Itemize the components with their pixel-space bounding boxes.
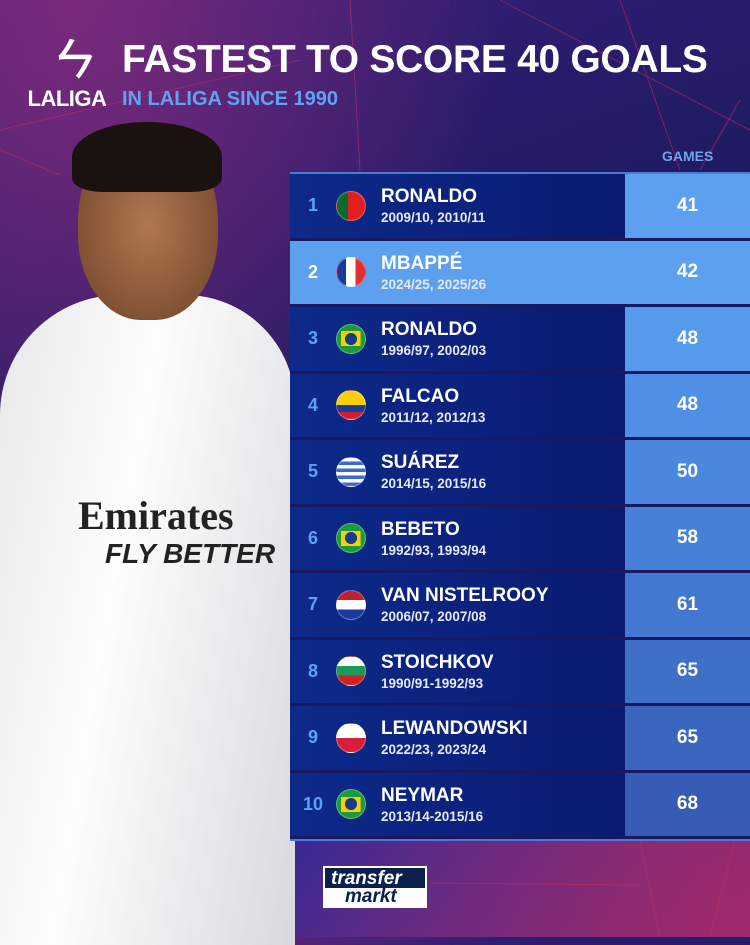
games-value: 68 bbox=[625, 772, 750, 836]
player-name: RONALDO bbox=[381, 319, 478, 341]
table-row: 7 VAN NISTELROOY 2006/07, 2007/08 61 bbox=[290, 573, 750, 640]
seasons: 1992/93, 1993/94 bbox=[381, 542, 487, 558]
player-name: STOICHKOV bbox=[381, 651, 494, 673]
player-name: VAN NISTELROOY bbox=[381, 585, 549, 607]
seasons: 2011/12, 2012/13 bbox=[381, 409, 486, 425]
table-row: 6 BEBETO 1992/93, 1993/94 58 bbox=[290, 506, 750, 573]
player-hair bbox=[72, 122, 222, 192]
rank: 10 bbox=[302, 793, 324, 814]
player-name: NEYMAR bbox=[381, 784, 464, 806]
table-row: 9 LEWANDOWSKI 2022/23, 2023/24 65 bbox=[290, 706, 750, 773]
flag-pt-icon bbox=[336, 190, 366, 221]
table-row: 10 NEYMAR 2013/14-2015/16 68 bbox=[290, 772, 750, 839]
games-value: 42 bbox=[625, 240, 750, 304]
rank: 7 bbox=[307, 594, 318, 615]
player-name: SUÁREZ bbox=[381, 452, 460, 474]
player-cell: 10 NEYMAR 2013/14-2015/16 bbox=[290, 772, 625, 836]
player-name: LEWANDOWSKI bbox=[381, 718, 528, 740]
flag-fr-icon bbox=[336, 257, 366, 288]
flag-co-icon bbox=[336, 390, 366, 421]
player-name: RONALDO bbox=[381, 186, 478, 208]
player-cell: 3 RONALDO 1996/97, 2002/03 bbox=[290, 307, 625, 371]
table-row: 8 STOICHKOV 1990/91-1992/93 65 bbox=[290, 639, 750, 706]
rank: 8 bbox=[307, 660, 318, 681]
games-value: 48 bbox=[625, 307, 750, 371]
games-value: 61 bbox=[625, 573, 750, 637]
jersey bbox=[0, 295, 295, 945]
player-cell: 4 FALCAO 2011/12, 2012/13 bbox=[290, 373, 625, 437]
player-name: BEBETO bbox=[381, 518, 460, 540]
jersey-sponsor-tagline: FLY BETTER bbox=[105, 538, 276, 569]
page-title: FASTEST TO SCORE 40 GOALS bbox=[122, 38, 708, 81]
jersey-sponsor: Emirates bbox=[78, 493, 234, 538]
seasons: 2013/14-2015/16 bbox=[381, 808, 484, 824]
flag-br-icon bbox=[336, 323, 366, 354]
player-cell: 2 MBAPPÉ 2024/25, 2025/26 bbox=[290, 240, 625, 304]
games-column-header: GAMES bbox=[662, 148, 714, 164]
rank: 3 bbox=[307, 328, 318, 349]
player-name: FALCAO bbox=[381, 385, 460, 407]
player-name: MBAPPÉ bbox=[381, 252, 463, 274]
laliga-mark-icon: ㄣ bbox=[48, 35, 92, 86]
flag-br-icon bbox=[336, 523, 366, 554]
rank: 5 bbox=[307, 461, 318, 482]
rank: 2 bbox=[307, 261, 318, 282]
rank: 1 bbox=[307, 195, 318, 216]
seasons: 2024/25, 2025/26 bbox=[381, 276, 487, 292]
flag-br-icon bbox=[336, 789, 366, 820]
rank: 4 bbox=[307, 394, 318, 415]
seasons: 1990/91-1992/93 bbox=[381, 675, 484, 691]
games-value: 58 bbox=[625, 506, 750, 570]
games-value: 41 bbox=[625, 174, 750, 238]
table-row: 3 RONALDO 1996/97, 2002/03 48 bbox=[290, 307, 750, 374]
flag-bg-icon bbox=[336, 656, 366, 687]
seasons: 2006/07, 2007/08 bbox=[381, 609, 487, 625]
player-cell: 1 RONALDO 2009/10, 2010/11 bbox=[290, 174, 625, 238]
games-value: 65 bbox=[625, 639, 750, 703]
ranking-table: 1 RONALDO 2009/10, 2010/11 41 2 MBAPPÉ 2… bbox=[290, 172, 750, 841]
laliga-logo: ㄣ LALIGA bbox=[22, 38, 112, 112]
player-cell: 5 SUÁREZ 2014/15, 2015/16 bbox=[290, 440, 625, 504]
table-row: 2 MBAPPÉ 2024/25, 2025/26 42 bbox=[290, 240, 750, 307]
player-cell: 7 VAN NISTELROOY 2006/07, 2007/08 bbox=[290, 573, 625, 637]
seasons: 2022/23, 2023/24 bbox=[381, 742, 487, 758]
transfermarkt-logo: transfer markt bbox=[323, 866, 427, 908]
flag-nl-icon bbox=[336, 589, 366, 620]
laliga-wordmark: LALIGA bbox=[27, 86, 107, 111]
seasons: 1996/97, 2002/03 bbox=[381, 343, 487, 359]
table-row: 1 RONALDO 2009/10, 2010/11 41 bbox=[290, 174, 750, 241]
flag-uy-icon bbox=[336, 456, 366, 487]
player-photo: Emirates FLY BETTER bbox=[0, 120, 300, 945]
table-row: 5 SUÁREZ 2014/15, 2015/16 50 bbox=[290, 440, 750, 507]
seasons: 2009/10, 2010/11 bbox=[381, 210, 486, 226]
table-row: 4 FALCAO 2011/12, 2012/13 48 bbox=[290, 373, 750, 440]
rank: 9 bbox=[307, 727, 318, 748]
rank: 6 bbox=[307, 527, 318, 548]
page-subtitle: IN LALIGA SINCE 1990 bbox=[122, 88, 338, 110]
games-value: 50 bbox=[625, 440, 750, 504]
player-cell: 9 LEWANDOWSKI 2022/23, 2023/24 bbox=[290, 706, 625, 770]
seasons: 2014/15, 2015/16 bbox=[381, 476, 487, 492]
player-cell: 6 BEBETO 1992/93, 1993/94 bbox=[290, 506, 625, 570]
games-value: 48 bbox=[625, 373, 750, 437]
games-value: 65 bbox=[625, 706, 750, 770]
player-cell: 8 STOICHKOV 1990/91-1992/93 bbox=[290, 639, 625, 703]
flag-pl-icon bbox=[336, 722, 366, 753]
